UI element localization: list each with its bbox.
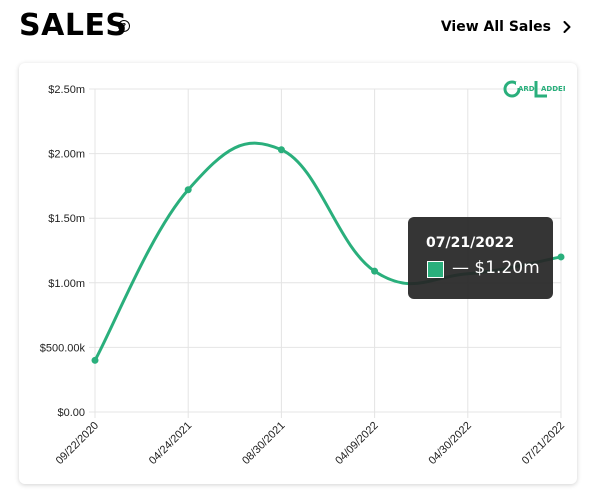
chevron-right-icon <box>563 21 571 33</box>
y-tick-label: $1.50m <box>48 213 85 225</box>
data-point[interactable] <box>91 356 99 364</box>
tooltip-color-swatch <box>427 261 444 278</box>
x-tick-label: 07/21/2022 <box>520 420 567 467</box>
logo-text-ladder: ADDER <box>541 85 565 93</box>
x-tick-label: 04/30/2022 <box>427 420 474 467</box>
view-all-sales-label: View All Sales <box>440 19 551 35</box>
y-tick-label: $2.50m <box>48 84 85 96</box>
view-all-sales-link[interactable]: View All Sales <box>441 16 571 38</box>
tooltip-date: 07/21/2022 <box>426 235 515 251</box>
y-tick-label: $2.00m <box>48 149 85 161</box>
tooltip-value: — $1.20m <box>452 258 540 278</box>
data-point[interactable] <box>277 146 285 154</box>
data-point[interactable] <box>371 267 379 275</box>
chart-tooltip: 07/21/2022 — $1.20m <box>408 217 553 299</box>
y-tick-label: $500.00k <box>40 342 86 354</box>
y-tick-label: $0.00 <box>57 407 85 419</box>
x-tick-label: 08/30/2021 <box>240 420 287 467</box>
x-tick-label: 04/24/2021 <box>147 420 194 467</box>
data-point[interactable] <box>557 253 565 261</box>
data-point[interactable] <box>184 186 192 194</box>
sales-header: SALES ? View All Sales <box>19 8 575 46</box>
question-circle-icon[interactable]: ? <box>118 20 130 32</box>
card-ladder-logo: ARD ADDER <box>503 78 569 100</box>
section-title: SALES <box>19 8 128 43</box>
logo-text-card: ARD <box>518 85 535 93</box>
x-tick-label: 09/22/2020 <box>54 420 101 467</box>
x-tick-label: 04/09/2022 <box>333 420 380 467</box>
y-tick-label: $1.00m <box>48 278 85 290</box>
